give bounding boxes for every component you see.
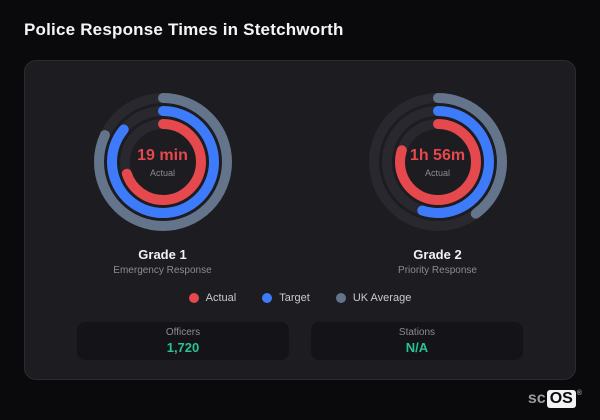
legend-label-actual: Actual xyxy=(205,292,237,304)
legend-item-target[interactable]: Target xyxy=(262,292,310,304)
gauge-grade-1-name: Grade 1 xyxy=(138,247,187,262)
gauge-grade-1: 19 min Actual Grade 1 Emergency Response xyxy=(39,87,287,276)
stats-row: Officers 1,720 Stations N/A xyxy=(25,322,575,360)
page-title: Police Response Times in Stetchworth xyxy=(24,20,344,39)
stat-officers-label: Officers xyxy=(165,327,201,338)
response-times-card: 19 min Actual Grade 1 Emergency Response… xyxy=(24,60,576,380)
gauge-grade-1-subtitle: Emergency Response xyxy=(113,265,212,276)
legend-dot-uk-average-icon xyxy=(335,293,346,303)
gauge-grade-1-chart: 19 min Actual xyxy=(88,87,238,237)
stat-tile-officers: Officers 1,720 xyxy=(77,322,289,360)
registered-trademark-icon: ® xyxy=(576,390,582,397)
legend-label-uk-average: UK Average xyxy=(352,292,412,304)
gauges-row: 19 min Actual Grade 1 Emergency Response… xyxy=(25,61,575,276)
legend-dot-target-icon xyxy=(262,293,273,303)
legend-item-actual[interactable]: Actual xyxy=(188,292,237,304)
gauge-grade-2-rings xyxy=(363,87,513,237)
gauge-grade-2: 1h 56m Actual Grade 2 Priority Response xyxy=(314,87,562,276)
legend-dot-actual-icon xyxy=(188,293,199,303)
gauge-grade-2-subtitle: Priority Response xyxy=(398,265,477,276)
scos-logo-suffix: OS xyxy=(546,390,576,408)
gauge-grade-1-rings xyxy=(88,87,238,237)
stat-stations-label: Stations xyxy=(398,327,436,338)
stat-stations-value: N/A xyxy=(405,340,429,355)
stat-tile-stations: Stations N/A xyxy=(311,322,523,360)
chart-legend: Actual Target UK Average xyxy=(25,292,575,304)
scos-logo: sc OS ® xyxy=(528,390,582,408)
legend-item-uk-average[interactable]: UK Average xyxy=(335,292,412,304)
scos-logo-prefix: sc xyxy=(527,390,546,407)
legend-label-target: Target xyxy=(279,292,310,304)
gauge-grade-2-name: Grade 2 xyxy=(413,247,462,262)
gauge-grade-2-chart: 1h 56m Actual xyxy=(363,87,513,237)
stat-officers-value: 1,720 xyxy=(166,340,200,355)
